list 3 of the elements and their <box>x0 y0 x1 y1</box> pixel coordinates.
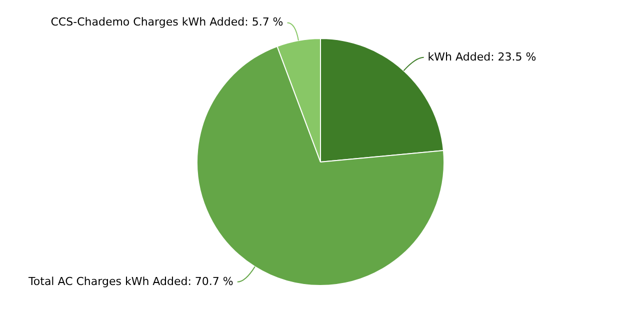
slice-label: Total AC Charges kWh Added: 70.7 % <box>28 274 234 288</box>
slice-label: CCS-Chademo Charges kWh Added: 5.7 % <box>50 16 284 29</box>
slice-label: kWh Added: 23.5 % <box>428 50 536 64</box>
